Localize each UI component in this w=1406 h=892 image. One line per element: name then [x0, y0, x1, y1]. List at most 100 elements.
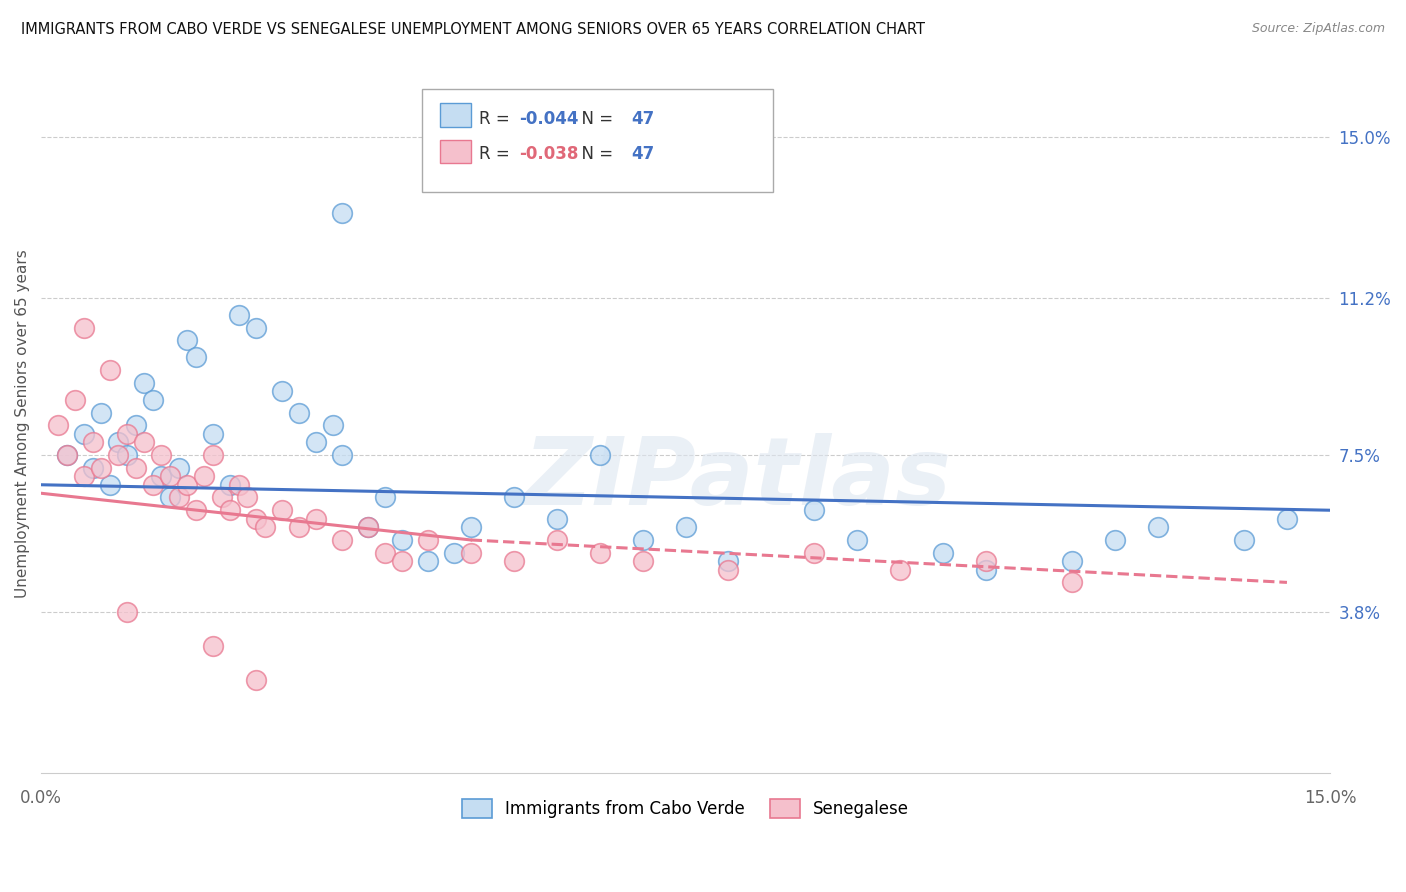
- Point: [330, 448, 353, 462]
- Point: [46, 418, 69, 433]
- Text: ZIPatlas: ZIPatlas: [523, 434, 950, 525]
- Point: [142, 392, 165, 407]
- Point: [228, 308, 250, 322]
- Point: [288, 520, 311, 534]
- Point: [889, 563, 911, 577]
- Point: [803, 546, 825, 560]
- Point: [717, 554, 740, 568]
- Point: [288, 406, 311, 420]
- Point: [932, 546, 955, 560]
- Point: [134, 376, 156, 390]
- Point: [56, 448, 79, 462]
- Point: [546, 512, 568, 526]
- Point: [73, 426, 96, 441]
- Point: [201, 448, 224, 462]
- Point: [124, 418, 146, 433]
- Text: R =: R =: [479, 110, 516, 128]
- Point: [588, 448, 610, 462]
- Point: [1062, 554, 1084, 568]
- Point: [201, 639, 224, 653]
- Point: [211, 491, 233, 505]
- Point: [56, 448, 79, 462]
- Legend: Immigrants from Cabo Verde, Senegalese: Immigrants from Cabo Verde, Senegalese: [456, 792, 915, 824]
- Point: [245, 512, 267, 526]
- Text: Source: ZipAtlas.com: Source: ZipAtlas.com: [1251, 22, 1385, 36]
- Point: [107, 435, 129, 450]
- Point: [228, 477, 250, 491]
- Point: [124, 460, 146, 475]
- Point: [305, 435, 328, 450]
- Point: [322, 418, 344, 433]
- Point: [1275, 512, 1298, 526]
- Point: [356, 520, 378, 534]
- Text: N =: N =: [571, 110, 619, 128]
- Point: [803, 503, 825, 517]
- Point: [176, 334, 198, 348]
- Point: [159, 469, 181, 483]
- Point: [150, 448, 173, 462]
- Point: [176, 477, 198, 491]
- Point: [1104, 533, 1126, 547]
- Text: 47: 47: [631, 145, 655, 163]
- Point: [391, 554, 413, 568]
- Point: [502, 554, 524, 568]
- Point: [219, 503, 242, 517]
- Point: [330, 533, 353, 547]
- Point: [1233, 533, 1256, 547]
- Text: N =: N =: [571, 145, 619, 163]
- Point: [167, 491, 190, 505]
- Point: [391, 533, 413, 547]
- Point: [502, 491, 524, 505]
- Point: [150, 469, 173, 483]
- Point: [974, 554, 997, 568]
- Y-axis label: Unemployment Among Seniors over 65 years: Unemployment Among Seniors over 65 years: [15, 249, 30, 598]
- Point: [65, 392, 87, 407]
- Point: [82, 435, 104, 450]
- Point: [460, 546, 482, 560]
- Point: [98, 477, 121, 491]
- Text: -0.038: -0.038: [519, 145, 578, 163]
- Point: [631, 554, 654, 568]
- Point: [98, 363, 121, 377]
- Text: 47: 47: [631, 110, 655, 128]
- Point: [374, 491, 396, 505]
- Point: [115, 426, 138, 441]
- Point: [588, 151, 610, 165]
- Point: [416, 533, 439, 547]
- Point: [167, 460, 190, 475]
- Point: [201, 426, 224, 441]
- Point: [184, 503, 207, 517]
- Point: [631, 533, 654, 547]
- Point: [90, 406, 112, 420]
- Point: [193, 469, 215, 483]
- Point: [90, 460, 112, 475]
- Point: [588, 546, 610, 560]
- Point: [159, 491, 181, 505]
- Point: [443, 546, 465, 560]
- Point: [245, 320, 267, 334]
- Point: [73, 469, 96, 483]
- Point: [107, 448, 129, 462]
- Point: [374, 546, 396, 560]
- Point: [305, 512, 328, 526]
- Point: [219, 477, 242, 491]
- Point: [717, 563, 740, 577]
- Text: -0.044: -0.044: [519, 110, 578, 128]
- Point: [73, 320, 96, 334]
- Point: [184, 351, 207, 365]
- Point: [115, 605, 138, 619]
- Point: [460, 520, 482, 534]
- Point: [1147, 520, 1170, 534]
- Point: [846, 533, 869, 547]
- Point: [675, 520, 697, 534]
- Point: [416, 554, 439, 568]
- Point: [270, 384, 292, 399]
- Point: [974, 563, 997, 577]
- Point: [236, 491, 259, 505]
- Point: [546, 533, 568, 547]
- Point: [270, 503, 292, 517]
- Point: [115, 448, 138, 462]
- Point: [134, 435, 156, 450]
- Text: R =: R =: [479, 145, 516, 163]
- Point: [1062, 575, 1084, 590]
